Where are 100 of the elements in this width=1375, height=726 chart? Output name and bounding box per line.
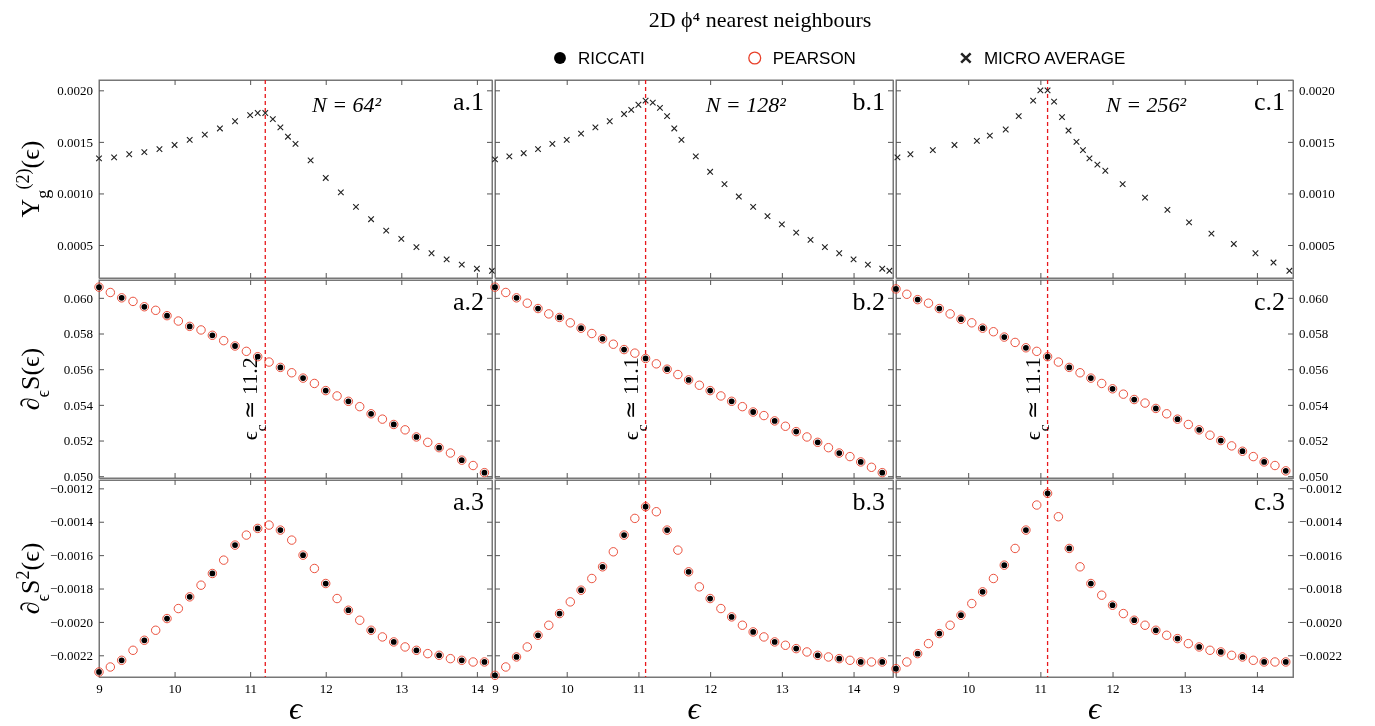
point bbox=[309, 563, 320, 574]
point bbox=[737, 620, 748, 630]
x-tick-label: 14 bbox=[1250, 681, 1265, 697]
y-tick-label: −0.0012 bbox=[49, 481, 93, 497]
point bbox=[367, 215, 375, 223]
point bbox=[445, 448, 456, 458]
point bbox=[1252, 249, 1259, 257]
point bbox=[1118, 608, 1129, 619]
point bbox=[835, 249, 843, 257]
point bbox=[171, 141, 178, 149]
point bbox=[802, 647, 812, 657]
point bbox=[241, 530, 252, 540]
y-tick-label: −0.0022 bbox=[49, 647, 93, 663]
point bbox=[1029, 97, 1037, 104]
point bbox=[780, 640, 791, 650]
chart-title: 2D ϕ⁴ nearest neighbours bbox=[648, 7, 872, 32]
y-tick-label: 0.0010 bbox=[57, 186, 93, 202]
point bbox=[400, 642, 410, 652]
point bbox=[1230, 240, 1238, 248]
y-tick-label: 0.0020 bbox=[57, 82, 93, 98]
point bbox=[651, 359, 662, 369]
point bbox=[967, 598, 977, 609]
x-tick-label: 11 bbox=[632, 681, 646, 697]
point bbox=[673, 545, 683, 555]
point bbox=[635, 101, 642, 109]
point bbox=[397, 235, 405, 243]
point bbox=[902, 657, 912, 667]
y-tick-label: −0.0016 bbox=[49, 547, 94, 563]
point bbox=[501, 287, 511, 298]
point bbox=[706, 168, 714, 176]
point bbox=[196, 325, 206, 335]
point bbox=[1162, 409, 1172, 419]
annotation: N = 64² bbox=[311, 92, 382, 117]
point bbox=[468, 657, 478, 667]
annotation: a.2 bbox=[452, 287, 484, 316]
point bbox=[110, 154, 118, 161]
point bbox=[721, 180, 728, 188]
point bbox=[1270, 460, 1280, 471]
point bbox=[473, 265, 481, 273]
point bbox=[1183, 419, 1194, 430]
point bbox=[780, 421, 791, 431]
y-tick-label: −0.0020 bbox=[1299, 614, 1343, 630]
point bbox=[231, 117, 239, 125]
point bbox=[606, 117, 614, 125]
point bbox=[807, 236, 814, 244]
x-tick-label: 10 bbox=[560, 681, 574, 697]
y-tick-label: 0.0020 bbox=[1299, 82, 1335, 98]
point bbox=[322, 174, 330, 182]
point bbox=[759, 632, 769, 642]
y-tick-label: −0.0018 bbox=[49, 581, 93, 597]
y-tick-label: −0.0014 bbox=[49, 514, 94, 530]
annotation: b.3 bbox=[852, 487, 885, 516]
point bbox=[678, 136, 685, 144]
point bbox=[428, 249, 435, 257]
point bbox=[823, 652, 834, 662]
point bbox=[219, 555, 229, 565]
x-tick-label: 12 bbox=[704, 681, 718, 697]
point bbox=[716, 391, 726, 401]
point bbox=[173, 316, 184, 326]
annotation: c.3 bbox=[1253, 487, 1285, 516]
point bbox=[105, 662, 116, 672]
x-tick-label: 10 bbox=[168, 681, 182, 697]
point bbox=[196, 580, 206, 590]
point bbox=[216, 125, 224, 132]
point bbox=[125, 150, 133, 158]
point bbox=[491, 156, 499, 163]
y-tick-label: 0.0015 bbox=[1299, 134, 1335, 150]
point bbox=[522, 298, 532, 308]
point bbox=[219, 335, 229, 346]
point bbox=[630, 348, 640, 358]
point bbox=[423, 437, 433, 447]
point bbox=[951, 141, 958, 149]
point bbox=[264, 357, 274, 367]
point bbox=[355, 615, 365, 625]
point bbox=[759, 410, 769, 421]
y-tick-label: 0.050 bbox=[63, 468, 93, 484]
point bbox=[534, 145, 542, 153]
point bbox=[845, 655, 855, 665]
point bbox=[544, 309, 554, 319]
point bbox=[1053, 512, 1064, 522]
point bbox=[1140, 620, 1150, 630]
point bbox=[1032, 500, 1042, 510]
point bbox=[967, 318, 977, 328]
x-tick-label: 9 bbox=[893, 681, 900, 697]
point bbox=[608, 547, 618, 557]
point bbox=[821, 243, 829, 251]
point bbox=[663, 112, 671, 120]
point bbox=[1248, 451, 1258, 462]
point bbox=[716, 603, 726, 614]
point bbox=[377, 632, 388, 642]
point bbox=[620, 110, 628, 118]
x-tick-label: 13 bbox=[1178, 681, 1192, 697]
y-tick-label: −0.0020 bbox=[49, 614, 93, 630]
x-tick-label: 13 bbox=[395, 681, 409, 697]
x-tick-label: 13 bbox=[775, 681, 789, 697]
y-tick-label: 0.056 bbox=[63, 361, 94, 377]
annotation: a.3 bbox=[452, 487, 484, 516]
point bbox=[563, 136, 571, 144]
y-tick-label: −0.0014 bbox=[1299, 514, 1343, 530]
point bbox=[1248, 655, 1258, 665]
